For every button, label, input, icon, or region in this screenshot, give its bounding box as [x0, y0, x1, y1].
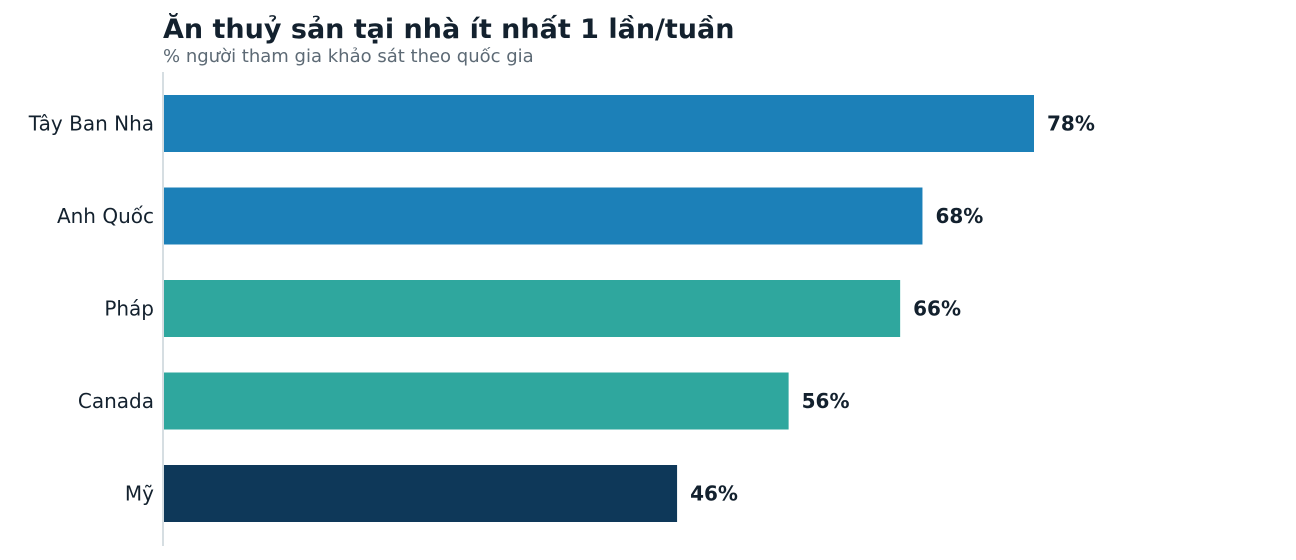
category-label: Pháp	[104, 297, 154, 321]
bars-group: Tây Ban Nha 78% Anh Quốc 68% Pháp 66% Canada 56…	[28, 95, 1095, 522]
bar-2	[164, 187, 923, 245]
bar-3	[164, 280, 901, 337]
value-label: 68%	[935, 204, 983, 228]
chart-title: Ăn thuỷ sản tại nhà ít nhất 1 lần/tuần	[163, 14, 735, 45]
bar-1	[164, 95, 1034, 152]
chart-subtitle: % người tham gia khảo sát theo quốc gia	[163, 46, 534, 67]
bar-4	[164, 372, 789, 430]
value-label: 66%	[913, 297, 961, 321]
category-label: Anh Quốc	[57, 204, 154, 228]
value-label: 78%	[1047, 112, 1095, 136]
value-label: 56%	[802, 389, 850, 413]
bar-5	[164, 465, 678, 522]
category-label: Tây Ban Nha	[28, 112, 154, 136]
category-label: Canada	[78, 389, 154, 413]
category-label: Mỹ	[125, 482, 154, 506]
value-label: 46%	[690, 482, 738, 506]
